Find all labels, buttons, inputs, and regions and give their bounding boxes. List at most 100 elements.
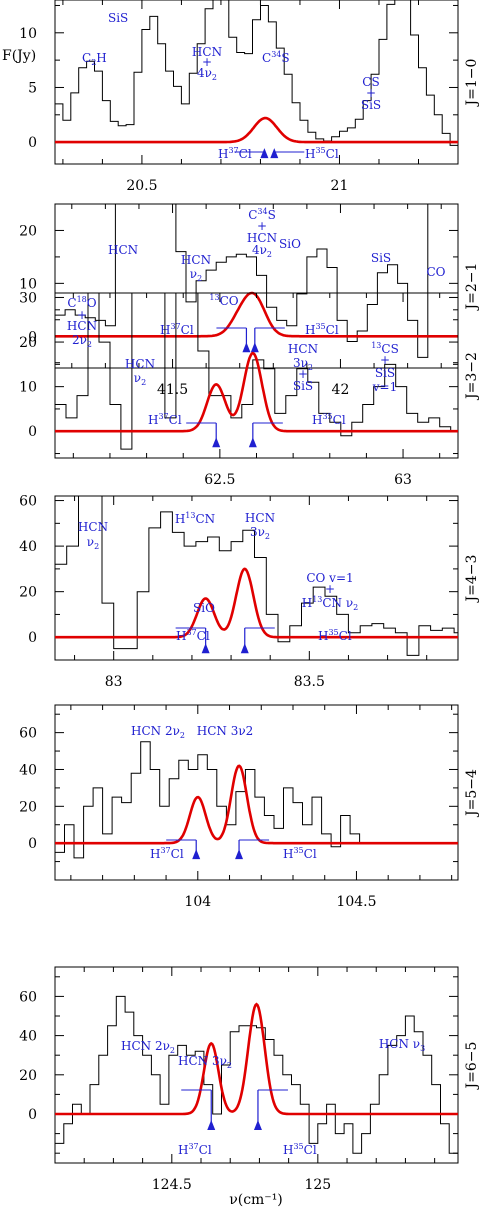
annotation-text-span: Cl — [239, 147, 252, 161]
line-annotation: HCN 2ν2​ — [131, 724, 185, 740]
annotation-text-span: CO — [426, 265, 445, 279]
line-annotation: H37​Cl — [150, 846, 184, 861]
annotation-text-span: SiS — [375, 366, 395, 380]
observed-spectrum-line — [55, 741, 370, 859]
annotation-text-span: Cl — [326, 323, 339, 337]
line-annotation: HCN — [181, 253, 211, 267]
line-annotation: HCN 3ν2 — [197, 724, 254, 738]
y-tick-label: 30 — [19, 290, 37, 306]
y-tick-label: 0 — [28, 424, 37, 440]
annotation-superscript: 37 — [160, 846, 170, 855]
y-tick-label: 20 — [19, 1068, 37, 1084]
annotation-subscript: 2 — [227, 1061, 232, 1070]
y-axis-label: F(Jy) — [2, 48, 36, 64]
annotation-text-span: C — [82, 51, 91, 65]
y-tick-label: 40 — [19, 539, 37, 555]
transition-label: J=2−1 — [464, 263, 480, 312]
annotation-text-span: CO v=1 — [306, 571, 353, 585]
annotation-text-span: ν — [134, 371, 141, 385]
annotation-subscript: 2 — [308, 363, 313, 372]
transition-label: J=1−0 — [464, 59, 480, 108]
annotation-text-span: SiS — [108, 11, 128, 25]
annotation-text-span: HCN — [67, 319, 97, 333]
plot-frame — [54, 0, 459, 165]
line-annotation: + — [77, 308, 87, 322]
y-tick-label: 5 — [28, 80, 37, 96]
spectrum-panel-5: 104 104.5 0 20 40 60 HCN 2ν2​ HCN 3ν2 H37​Cl H35​… — [19, 704, 480, 910]
annotation-subscript: 2 — [180, 731, 185, 740]
line-annotation: HCN 3ν2​ — [178, 1054, 232, 1070]
annotation-subscript: 2 — [267, 250, 272, 259]
annotation-text-span: SiS — [371, 251, 391, 265]
annotation-subscript: 2 — [87, 340, 92, 349]
y-tick-label: 40 — [19, 762, 37, 778]
line-annotation: CS — [362, 75, 379, 89]
observed-spectrum-line — [55, 293, 458, 450]
y-tick-label: 40 — [19, 1029, 37, 1045]
up-arrow-icon — [253, 1120, 262, 1130]
line-annotation: 4ν2​ — [197, 66, 217, 82]
annotation-subscript: 2 — [353, 603, 358, 612]
annotation-text-span: H — [283, 1143, 293, 1157]
line-annotation: SiS — [375, 366, 395, 380]
annotation-superscript: 13 — [371, 341, 381, 350]
annotation-text-span: S — [268, 208, 276, 222]
line-annotation: H13​CN ν2​ — [302, 595, 359, 612]
line-annotation: H35​Cl — [305, 146, 339, 161]
line-annotation: HCN — [245, 511, 275, 525]
annotation-subscript: 2 — [212, 73, 217, 82]
x-tick-label: 21 — [331, 178, 349, 194]
annotation-text-span: + — [325, 582, 335, 596]
line-annotation: H37​Cl — [176, 628, 210, 643]
annotation-superscript: 18 — [77, 295, 87, 304]
line-annotation: + — [202, 55, 212, 69]
line-annotation: C34​S — [262, 50, 290, 65]
annotation-text-span: H — [302, 596, 312, 610]
annotation-subscript: 2 — [141, 378, 146, 387]
annotation-text-span: + — [202, 55, 212, 69]
plot-frame — [54, 966, 459, 1164]
annotation-text-span: HCN — [78, 520, 108, 534]
annotation-text-span: Cl — [171, 847, 184, 861]
y-tick-label: 20 — [19, 585, 37, 601]
x-tick-label: 62.5 — [204, 472, 235, 488]
line-annotation: + — [366, 86, 376, 100]
annotation-text-span: HCN — [108, 243, 138, 257]
annotation-text-span: HCN 3ν2 — [197, 724, 254, 738]
line-annotation: SiO — [279, 237, 301, 251]
plot-area — [55, 0, 458, 146]
x-tick-label: 20.5 — [126, 178, 157, 194]
observed-spectrum-line — [55, 496, 458, 656]
observed-spectrum-line — [55, 995, 458, 1154]
annotation-text-span: S — [281, 51, 289, 65]
annotation-text-span: Cl — [326, 147, 339, 161]
line-annotation: HCN — [288, 342, 318, 356]
annotation-superscript: 35 — [315, 146, 325, 155]
annotation-text-span: SiO — [193, 601, 215, 615]
annotation-subscript: 2 — [197, 274, 202, 283]
y-tick-label: 60 — [19, 726, 37, 742]
line-annotation: H35​Cl — [283, 846, 317, 861]
line-annotation: HCN — [125, 357, 155, 371]
line-annotation: + — [380, 353, 390, 367]
line-annotation: ν2​ — [87, 535, 99, 551]
up-arrow-icon — [242, 342, 251, 353]
x-tick-label: 104.5 — [336, 894, 376, 910]
annotation-text-span: HCN — [288, 342, 318, 356]
annotation-superscript: 37 — [228, 146, 238, 155]
line-annotation: HCN — [78, 520, 108, 534]
annotation-text-span: 4ν — [197, 66, 212, 80]
x-tick-label: 42 — [332, 382, 350, 398]
annotation-text-span: H — [178, 1143, 188, 1157]
up-arrow-icon — [235, 849, 244, 860]
up-arrow-icon — [240, 643, 249, 654]
x-tick-label: 63 — [394, 472, 412, 488]
y-tick-label: 20 — [19, 799, 37, 815]
annotation-superscript: 37 — [186, 628, 196, 637]
up-arrow-icon — [270, 148, 279, 159]
annotation-superscript: 35 — [322, 412, 332, 421]
y-tick-label: 60 — [19, 494, 37, 510]
annotation-text-span: + — [380, 353, 390, 367]
line-annotation: 13​CS — [371, 341, 399, 356]
annotation-text-span: HCN — [247, 231, 277, 245]
